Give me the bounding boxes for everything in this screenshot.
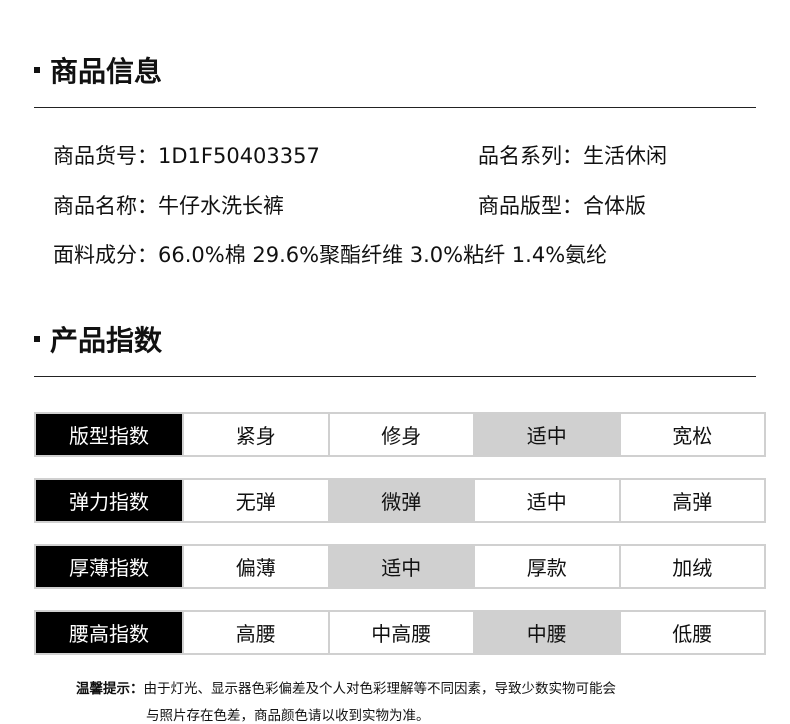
index-option: 厚款 xyxy=(473,546,619,587)
section-title-text: 产品指数 xyxy=(50,324,163,357)
index-option: 无弹 xyxy=(182,480,328,521)
index-option: 宽松 xyxy=(618,414,765,455)
index-row: 弹力指数 无弹 微弹 适中 高弹 xyxy=(34,478,766,523)
index-option: 紧身 xyxy=(182,414,328,455)
info-item: 商品名称：牛仔水洗长裤 xyxy=(53,194,284,218)
info-item: 面料成分：66.0%棉 29.6%聚酯纤维 3.0%粘纤 1.4%氨纶 xyxy=(53,243,608,267)
bullet-square-icon xyxy=(34,67,40,73)
info-item: 商品版型：合体版 xyxy=(478,194,646,218)
index-option: 适中 xyxy=(473,480,619,521)
notice-line1: 温馨提示：由于灯光、显示器色彩偏差及个人对色彩理解等不同因素，导致少数实物可能会 xyxy=(76,681,616,697)
notice-line2: 与照片存在色差，商品颜色请以收到实物为准。 xyxy=(146,708,430,724)
index-option: 加绒 xyxy=(618,546,765,587)
index-row: 厚薄指数 偏薄 适中 厚款 加绒 xyxy=(34,544,766,589)
divider xyxy=(34,107,756,108)
index-option-selected: 微弹 xyxy=(327,480,473,521)
index-row: 腰高指数 高腰 中高腰 中腰 低腰 xyxy=(34,610,766,655)
index-option-selected: 适中 xyxy=(327,546,473,587)
section-title-product-info: 商品信息 xyxy=(34,50,162,90)
index-label: 腰高指数 xyxy=(36,612,182,653)
index-label: 版型指数 xyxy=(36,414,182,455)
bullet-square-icon xyxy=(34,336,40,342)
index-option-selected: 适中 xyxy=(473,414,619,455)
index-option: 高腰 xyxy=(182,612,328,653)
divider xyxy=(34,376,756,377)
info-item: 商品货号：1D1F50403357 xyxy=(53,144,320,168)
index-option: 偏薄 xyxy=(182,546,328,587)
index-label: 厚薄指数 xyxy=(36,546,182,587)
section-title-text: 商品信息 xyxy=(50,55,163,88)
info-item: 品名系列：生活休闲 xyxy=(478,144,667,168)
index-row: 版型指数 紧身 修身 适中 宽松 xyxy=(34,412,766,457)
index-option: 修身 xyxy=(327,414,474,455)
index-option: 中高腰 xyxy=(327,612,474,653)
index-option-selected: 中腰 xyxy=(473,612,619,653)
index-label: 弹力指数 xyxy=(36,480,182,521)
index-option: 高弹 xyxy=(618,480,765,521)
section-title-product-index: 产品指数 xyxy=(34,319,162,359)
index-option: 低腰 xyxy=(618,612,765,653)
